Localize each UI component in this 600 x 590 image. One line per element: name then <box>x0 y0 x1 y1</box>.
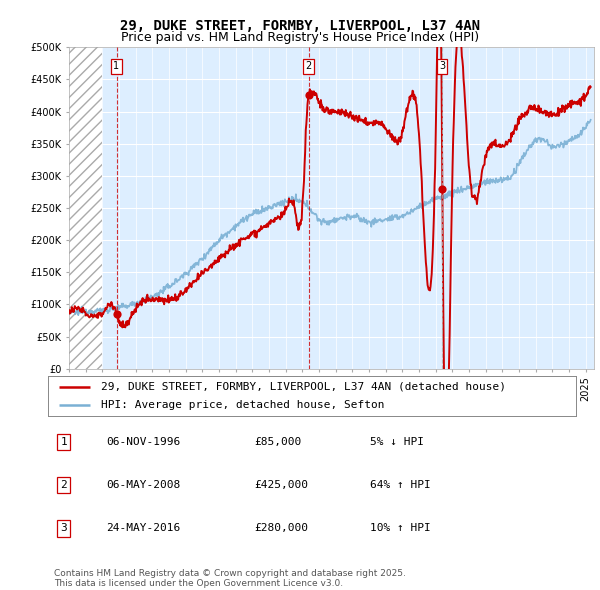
Text: 29, DUKE STREET, FORMBY, LIVERPOOL, L37 4AN (detached house): 29, DUKE STREET, FORMBY, LIVERPOOL, L37 … <box>101 382 506 392</box>
Text: 06-NOV-1996: 06-NOV-1996 <box>106 437 181 447</box>
Text: 1: 1 <box>113 61 119 71</box>
Text: £85,000: £85,000 <box>254 437 301 447</box>
Text: 3: 3 <box>439 61 445 71</box>
Text: 10% ↑ HPI: 10% ↑ HPI <box>370 523 431 533</box>
Text: Contains HM Land Registry data © Crown copyright and database right 2025.
This d: Contains HM Land Registry data © Crown c… <box>54 569 406 588</box>
Text: Price paid vs. HM Land Registry's House Price Index (HPI): Price paid vs. HM Land Registry's House … <box>121 31 479 44</box>
Text: 06-MAY-2008: 06-MAY-2008 <box>106 480 181 490</box>
Text: £425,000: £425,000 <box>254 480 308 490</box>
Point <box>112 309 121 319</box>
Text: 29, DUKE STREET, FORMBY, LIVERPOOL, L37 4AN: 29, DUKE STREET, FORMBY, LIVERPOOL, L37 … <box>120 19 480 33</box>
Text: 64% ↑ HPI: 64% ↑ HPI <box>370 480 431 490</box>
Text: 5% ↓ HPI: 5% ↓ HPI <box>370 437 424 447</box>
Text: 2: 2 <box>305 61 311 71</box>
Text: 2: 2 <box>61 480 67 490</box>
Text: 1: 1 <box>61 437 67 447</box>
Text: £280,000: £280,000 <box>254 523 308 533</box>
Text: 3: 3 <box>61 523 67 533</box>
Point <box>437 184 447 194</box>
Point <box>304 91 313 100</box>
Text: HPI: Average price, detached house, Sefton: HPI: Average price, detached house, Seft… <box>101 400 385 410</box>
Bar <box>69 47 103 369</box>
Text: 24-MAY-2016: 24-MAY-2016 <box>106 523 181 533</box>
